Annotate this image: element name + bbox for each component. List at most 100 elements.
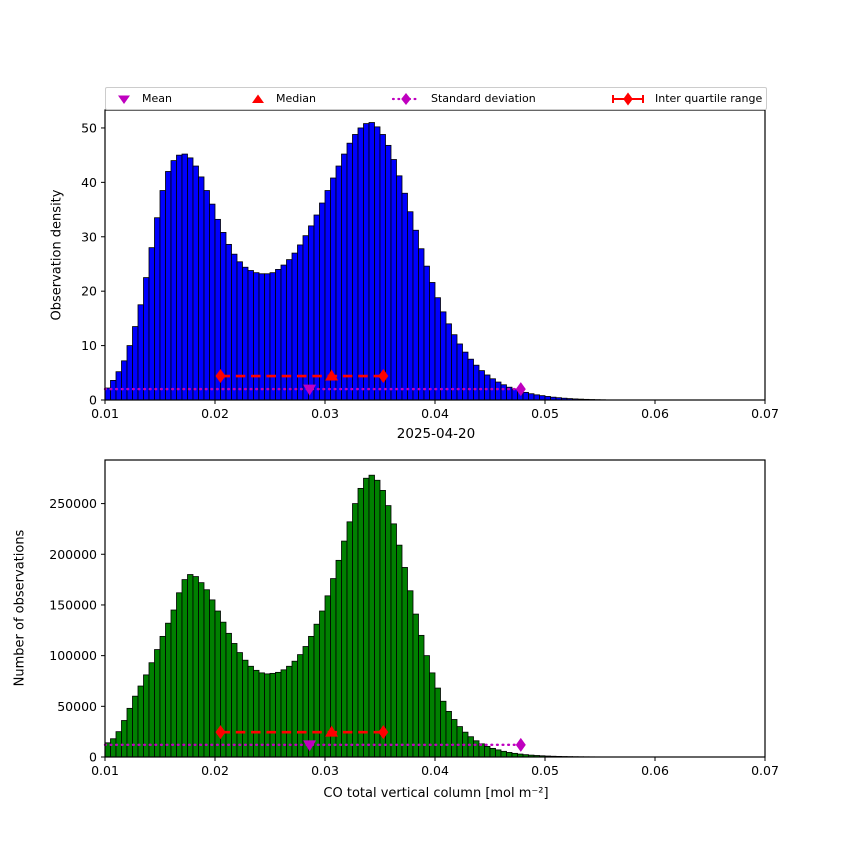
y-tick-label: 150000 [49,597,97,612]
y-tick-label: 10 [81,338,97,353]
triangle-down-icon [118,95,130,104]
y-tick-label: 100000 [49,648,97,663]
legend-label: Mean [142,92,172,105]
histogram-bar [390,523,397,758]
x-tick-label: 0.02 [201,763,229,778]
histogram-bar [357,487,364,758]
histogram-bar [297,654,304,758]
histogram-bar [401,567,408,758]
y-tick-label: 50 [81,120,97,135]
y-axis-label-top: Observation density [49,189,65,321]
histogram-bar [489,747,496,758]
mean-marker [303,384,317,396]
iqr-q3-marker [378,725,389,740]
y-tick-label: 200000 [49,547,97,562]
y-axis-label-bottom: Number of observations [12,529,28,687]
histogram-bar [473,740,480,758]
x-axis-label: CO total vertical column [mol m⁻²] [323,786,549,801]
histogram-bar [176,592,183,758]
histogram-bar [203,589,210,758]
histogram-bar [445,710,452,758]
histogram-bar [467,736,474,758]
histogram-bar [451,719,458,758]
histogram-bar [192,576,199,758]
histogram-bar [346,521,353,758]
histogram-bar [495,749,502,758]
histogram-bar [335,559,342,758]
errorbar-diamond-icon [612,92,644,105]
x-tick-label: 0.06 [641,406,669,421]
legend-label: Inter quartile range [655,92,763,105]
histogram-bar [165,622,172,758]
x-tick-label: 0.01 [91,763,119,778]
y-tick-label: 250000 [49,496,97,511]
std-deviation-marker [515,737,526,752]
histogram-bar [341,540,348,758]
x-tick-label: 0.02 [201,406,229,421]
histogram-bar [132,695,139,758]
x-tick-label: 0.06 [641,763,669,778]
histogram-bar [440,700,447,758]
histogram-bar [434,687,441,758]
x-tick-label: 0.03 [311,763,339,778]
x-tick-label: 0.03 [311,406,339,421]
y-tick-label: 40 [81,175,97,190]
dotted-line-diamond-icon [391,92,421,105]
histogram-bar [159,635,166,758]
histogram-bar [319,610,326,758]
legend-item-median: Median [250,88,316,109]
histogram-bar [236,652,243,758]
plot-title-date: 2025-04-20 [396,426,476,442]
histogram-bar [231,643,238,758]
histogram-bar [385,505,392,758]
histogram-bar [308,635,315,758]
histogram-bar [110,738,117,758]
histogram-bar [379,490,386,758]
histogram-bar [181,579,188,758]
histogram-bar [126,707,133,758]
triangle-up-icon [252,94,264,103]
legend-item-iqr: Inter quartile range [611,88,762,109]
histogram-bar [170,609,177,758]
mean-marker [303,740,317,752]
histogram-bar [148,662,155,758]
legend-item-mean: Mean [116,88,172,109]
y-tick-label: 0 [89,750,97,765]
histogram-bar [225,632,232,758]
y-tick-label: 30 [81,229,97,244]
histogram-bar [247,665,254,758]
histogram-bar [368,474,375,758]
x-tick-label: 0.07 [751,406,779,421]
histogram-bar [484,745,491,758]
legend: Mean Median Standard deviation Inter qua… [105,87,767,110]
median-marker [325,369,339,381]
legend-item-std: Standard deviation [391,88,536,109]
histogram-bar [456,726,463,758]
histogram-bar [363,477,370,758]
histogram-bar [407,590,414,758]
iqr-q1-marker [215,369,226,384]
legend-label: Median [276,92,317,105]
histogram-bar [352,503,359,758]
std-deviation-marker [515,382,526,397]
histogram-bar [286,665,293,758]
histogram-bar [313,623,320,758]
x-tick-label: 0.04 [421,406,449,421]
median-marker [325,725,339,737]
histogram-bar [506,752,513,758]
histogram-bar [412,613,419,758]
y-tick-label: 50000 [57,699,97,714]
histogram-bar [500,750,507,758]
x-tick-label: 0.07 [751,763,779,778]
y-tick-label: 0 [89,393,97,408]
histogram-bar [121,720,128,758]
iqr-q3-marker [378,369,389,384]
histogram-bar [198,582,205,758]
x-tick-label: 0.05 [531,406,559,421]
histogram-bar [291,660,298,758]
histogram-bar [187,574,194,758]
iqr-q1-marker [215,725,226,740]
